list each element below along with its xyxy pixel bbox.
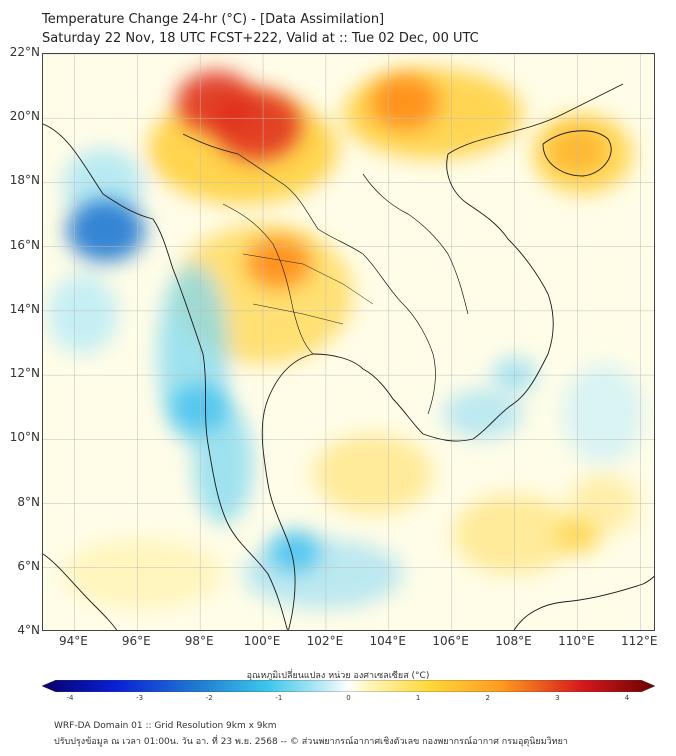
colorbar-label: อุณหภูมิเปลี่ยนแปลง หน่วย องศาเซลเซียส (…	[246, 671, 430, 681]
lat-tick-label: 18°N	[9, 173, 40, 188]
coastline-myanmar	[43, 123, 174, 270]
coastline-gulf-north	[312, 353, 424, 435]
colorbar-tick-label: 2	[485, 694, 490, 702]
map-svg	[43, 54, 654, 630]
lon-tick-label: 102°E	[306, 634, 344, 648]
lon-tick-label: 112°E	[621, 634, 658, 648]
anomaly-feature-7	[268, 530, 321, 573]
colorbar-tick-label: 4	[624, 694, 630, 702]
island-hainan	[542, 130, 612, 177]
province-lines-2	[242, 253, 374, 325]
coastline-vietnam	[422, 153, 554, 442]
lat-tick-label: 16°N	[9, 237, 40, 252]
colorbar-tick-label: 1	[415, 694, 421, 702]
chart-subtitle: Saturday 22 Nov, 18 UTC FCST+222, Valid …	[42, 31, 479, 46]
lat-tick-label: 10°N	[9, 430, 40, 445]
lat-tick-label: 20°N	[9, 109, 40, 124]
lat-tick-label: 22°N	[9, 45, 40, 59]
map-panel[interactable]	[42, 53, 655, 631]
colorbar-tick-label: -3	[136, 694, 144, 702]
anomaly-feature-4	[246, 237, 311, 289]
lat-tick-label: 4°N	[17, 623, 40, 637]
anomaly-feature-5	[66, 199, 145, 262]
coastlines-borders	[43, 83, 654, 630]
colorbar	[42, 680, 655, 692]
anomaly-feature-2	[370, 74, 439, 130]
lon-tick-label: 100°E	[243, 634, 281, 648]
lat-tick-label: 6°N	[17, 558, 40, 573]
lon-tick-label: 94°E	[58, 634, 88, 648]
lat-tick-label: 14°N	[9, 301, 40, 316]
anomaly-feature-1	[176, 70, 255, 134]
lon-tick-label: 108°E	[495, 634, 532, 648]
colorbar-tick-label: -2	[205, 694, 213, 702]
footer-model-info: WRF-DA Domain 01 :: Grid Resolution 9km …	[54, 721, 277, 731]
coastline-gulf-west	[261, 353, 314, 630]
coastline-sumatra	[43, 553, 118, 630]
coastline-borneo	[513, 575, 654, 630]
lat-lon-grid	[43, 54, 654, 630]
lon-tick-label: 106°E	[432, 634, 469, 648]
lon-tick-label: 104°E	[369, 634, 407, 648]
border-thai-myanmar-laos	[182, 133, 364, 255]
coastline-tonkin	[447, 83, 624, 155]
lon-tick-label: 110°E	[558, 634, 595, 648]
coastline-andaman	[172, 268, 288, 630]
colorbar-tick-label: 3	[555, 694, 560, 702]
border-laos-vietnam	[362, 173, 469, 315]
lon-tick-label: 98°E	[184, 634, 214, 648]
province-lines	[222, 203, 314, 355]
border-thai-laos-cambodia	[362, 253, 436, 415]
lat-tick-label: 8°N	[17, 494, 40, 509]
colorbar-tick-label: -4	[66, 694, 74, 702]
footer-credit: ปรับปรุงข้อมูล ณ เวลา 01:00น. วัน อา. ที…	[54, 737, 568, 747]
lon-tick-label: 96°E	[121, 634, 151, 648]
colorbar-tick-label: -1	[275, 694, 283, 702]
colorbar-tick-label: 0	[346, 694, 351, 702]
lat-tick-label: 12°N	[9, 366, 40, 381]
chart-title: Temperature Change 24-hr (°C) - [Data As…	[42, 12, 385, 27]
